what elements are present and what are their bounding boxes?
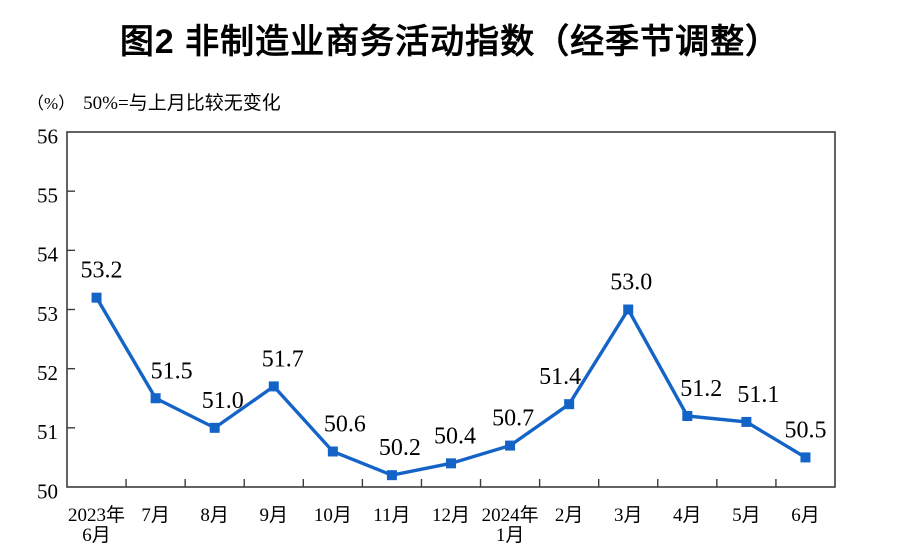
x-tick-label: 6月 <box>82 525 111 546</box>
data-point-marker <box>386 470 397 481</box>
data-point-marker <box>150 393 161 404</box>
data-point-label: 51.2 <box>680 376 722 402</box>
chart-title: 图2 非制造业商务活动指数（经季节调整） <box>119 23 781 61</box>
x-tick-label: 10月 <box>314 505 352 526</box>
y-tick-label: 50 <box>37 479 58 503</box>
x-tick-label: 12月 <box>432 505 470 526</box>
x-tick-label: 1月 <box>496 525 525 546</box>
x-tick-label: 2月 <box>555 505 584 526</box>
data-point-label: 50.4 <box>434 423 476 449</box>
x-tick-label: 11月 <box>373 505 410 526</box>
y-tick-label: 54 <box>37 243 59 267</box>
data-point-label: 51.0 <box>202 388 244 414</box>
data-point-marker <box>682 411 693 421</box>
data-point-label: 50.2 <box>379 435 421 461</box>
data-point-marker <box>91 292 102 303</box>
data-point-marker <box>623 304 634 315</box>
data-point-label: 50.5 <box>784 417 826 443</box>
y-tick-label: 55 <box>37 184 58 208</box>
data-point-label: 51.4 <box>539 364 581 390</box>
x-tick-label: 6月 <box>791 505 820 526</box>
x-tick-label: 5月 <box>732 505 761 526</box>
data-point-marker <box>268 381 279 392</box>
data-point-marker <box>446 458 456 469</box>
x-tick-label: 2024年 <box>482 504 539 526</box>
y-tick-label: 52 <box>37 361 58 385</box>
data-point-label: 50.6 <box>324 412 366 438</box>
unit-label: （%） <box>27 94 76 113</box>
x-tick-label: 4月 <box>673 505 702 526</box>
data-point-label: 53.2 <box>81 258 123 284</box>
x-tick-label: 3月 <box>614 505 643 526</box>
x-tick-label: 7月 <box>141 505 170 526</box>
data-point-marker <box>505 440 516 451</box>
data-point-marker <box>209 422 220 433</box>
axis-unit-note: （%） 50%=与上月比较无变化 <box>27 88 281 115</box>
data-point-label: 51.7 <box>262 346 304 372</box>
data-point-marker <box>741 416 752 427</box>
x-tick-label: 9月 <box>260 505 289 526</box>
data-point-label: 51.1 <box>737 382 779 408</box>
data-point-label: 50.7 <box>492 406 534 432</box>
data-point-label: 53.0 <box>610 270 652 296</box>
x-tick-label: 2023年 <box>68 504 125 526</box>
data-point-marker <box>564 399 575 410</box>
data-point-marker <box>327 446 338 457</box>
axis-annotation: 50%=与上月比较无变化 <box>83 93 281 114</box>
data-point-label: 51.5 <box>151 358 193 384</box>
data-point-marker <box>800 452 811 463</box>
y-tick-label: 51 <box>37 420 58 444</box>
y-tick-label: 53 <box>37 302 58 326</box>
x-tick-label: 8月 <box>200 505 229 526</box>
y-tick-label: 56 <box>37 124 58 148</box>
